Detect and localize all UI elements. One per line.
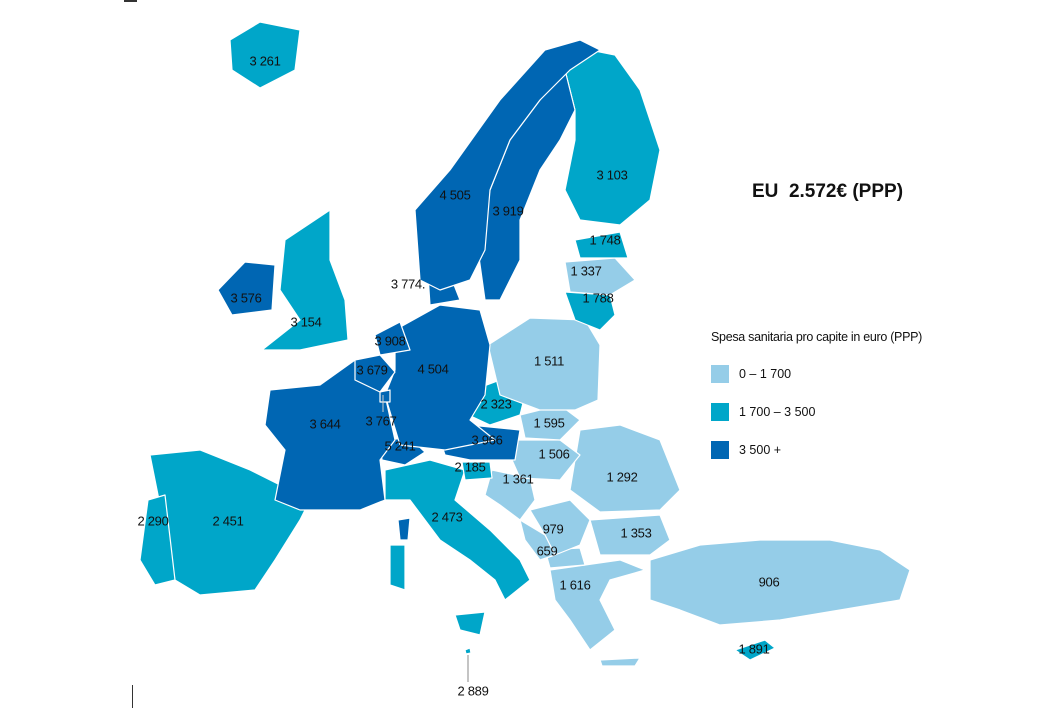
legend-item: 0 – 1 700 — [711, 364, 922, 383]
legend-swatch — [711, 364, 729, 383]
legend-swatch — [711, 440, 729, 459]
map-region — [384, 459, 531, 601]
eu-average-title: EU 2.572€ (PPP) — [752, 181, 904, 202]
region-value-label: 3 767 — [365, 413, 396, 428]
map-region — [217, 261, 276, 316]
map-region — [389, 544, 406, 591]
map-region — [487, 317, 601, 411]
region-value-label: 2 185 — [454, 459, 485, 474]
region-value-label: 1 292 — [606, 469, 637, 484]
region-value-label: 2 473 — [431, 509, 462, 524]
region-value-label: 2 451 — [212, 513, 243, 528]
map-region — [599, 657, 641, 667]
map-region — [564, 49, 661, 226]
region-value-label: 2 889 — [457, 683, 488, 698]
map-region — [734, 639, 776, 661]
map-region — [564, 257, 636, 296]
map-region — [374, 321, 411, 356]
map-region — [139, 494, 176, 586]
region-value-label: 1 337 — [570, 263, 601, 278]
region-value-label: 2 290 — [137, 513, 168, 528]
region-value-label: 3 679 — [356, 362, 387, 377]
map-region — [569, 424, 681, 513]
legend-label: 0 – 1 700 — [739, 366, 792, 381]
map-region — [464, 647, 472, 655]
region-value-label: 2 323 — [480, 396, 511, 411]
legend: Spesa sanitaria pro capite in euro (PPP)… — [711, 330, 922, 478]
region-value-label: 1 748 — [589, 232, 620, 247]
region-value-label: 4 505 — [439, 187, 470, 202]
legend-label: 3 500 + — [739, 442, 782, 457]
region-value-label: 3 908 — [374, 333, 405, 348]
region-value-label: 3 576 — [230, 290, 261, 305]
region-value-label: 3 154 — [290, 314, 321, 329]
map-region — [461, 461, 493, 481]
region-value-label: 1 595 — [533, 415, 564, 430]
region-value-label: 5 241 — [384, 438, 415, 453]
region-value-label: 3 774. — [391, 276, 425, 291]
region-value-label: 1 506 — [538, 446, 569, 461]
region-value-label: 3 919 — [492, 203, 523, 218]
map-region — [397, 517, 411, 541]
region-value-label: 1 353 — [620, 525, 651, 540]
region-value-label: 3 644 — [309, 416, 340, 431]
region-value-label: 3 261 — [249, 53, 280, 68]
region-value-label: 4 504 — [417, 361, 448, 376]
region-value-label: 1 361 — [502, 471, 533, 486]
map-region — [454, 611, 486, 636]
region-value-label: 1 616 — [559, 577, 590, 592]
region-value-label: 906 — [759, 574, 780, 589]
map-region — [519, 519, 556, 561]
region-value-label: 659 — [537, 543, 558, 558]
map-region — [574, 231, 629, 259]
map-region — [414, 39, 601, 291]
map-region — [354, 354, 396, 393]
region-value-label: 3 103 — [596, 167, 627, 182]
map-region — [549, 559, 646, 651]
legend-title: Spesa sanitaria pro capite in euro (PPP) — [711, 330, 923, 344]
map-region — [261, 209, 349, 351]
region-value-label: 979 — [543, 521, 564, 536]
region-value-label: 1 511 — [534, 353, 564, 368]
legend-item: 1 700 – 3 500 — [711, 402, 922, 421]
map-region — [379, 389, 391, 403]
artifact-line — [132, 685, 133, 708]
region-value-label: 1 891 — [738, 641, 769, 656]
legend-label: 1 700 – 3 500 — [739, 404, 816, 419]
map-region — [649, 539, 911, 626]
map-region — [589, 514, 671, 556]
artifact-mark — [124, 0, 137, 2]
region-value-label: 1 788 — [582, 290, 613, 305]
legend-swatch — [711, 402, 729, 421]
map-region — [229, 21, 301, 89]
legend-item: 3 500 + — [711, 440, 922, 459]
region-value-label: 3 966 — [471, 432, 502, 447]
